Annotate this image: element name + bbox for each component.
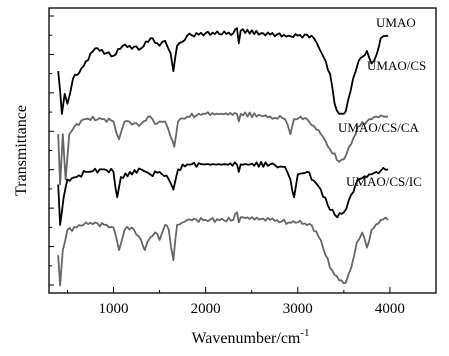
series-line xyxy=(57,211,389,287)
x-tick-label: 2000 xyxy=(191,301,221,317)
y-axis-ticks xyxy=(49,15,54,286)
x-axis-label: Wavenumber/cm-1 xyxy=(191,327,309,347)
series-labels: UMAO UMAO/CS UMAO/CS/CA UMAO/CS/IC xyxy=(338,15,426,189)
series-label: UMAO/CS/CA xyxy=(338,120,420,135)
y-axis-label: Transmittance xyxy=(13,105,30,196)
series-line xyxy=(57,161,389,226)
series-label: UMAO/CS/IC xyxy=(346,174,422,189)
series-line xyxy=(57,111,389,186)
x-axis-ticks: 1000 2000 3000 4000 xyxy=(66,287,437,317)
series-line xyxy=(57,27,389,115)
x-axis-label-superscript: -1 xyxy=(300,327,309,339)
series-group xyxy=(57,27,389,287)
x-tick-label: 3000 xyxy=(283,301,313,317)
series-label: UMAO xyxy=(376,15,416,30)
x-axis-label-base: Wavenumber/cm xyxy=(191,330,300,347)
x-tick-label: 4000 xyxy=(375,301,405,317)
series-label: UMAO/CS xyxy=(367,58,426,73)
x-tick-label: 1000 xyxy=(99,301,129,317)
